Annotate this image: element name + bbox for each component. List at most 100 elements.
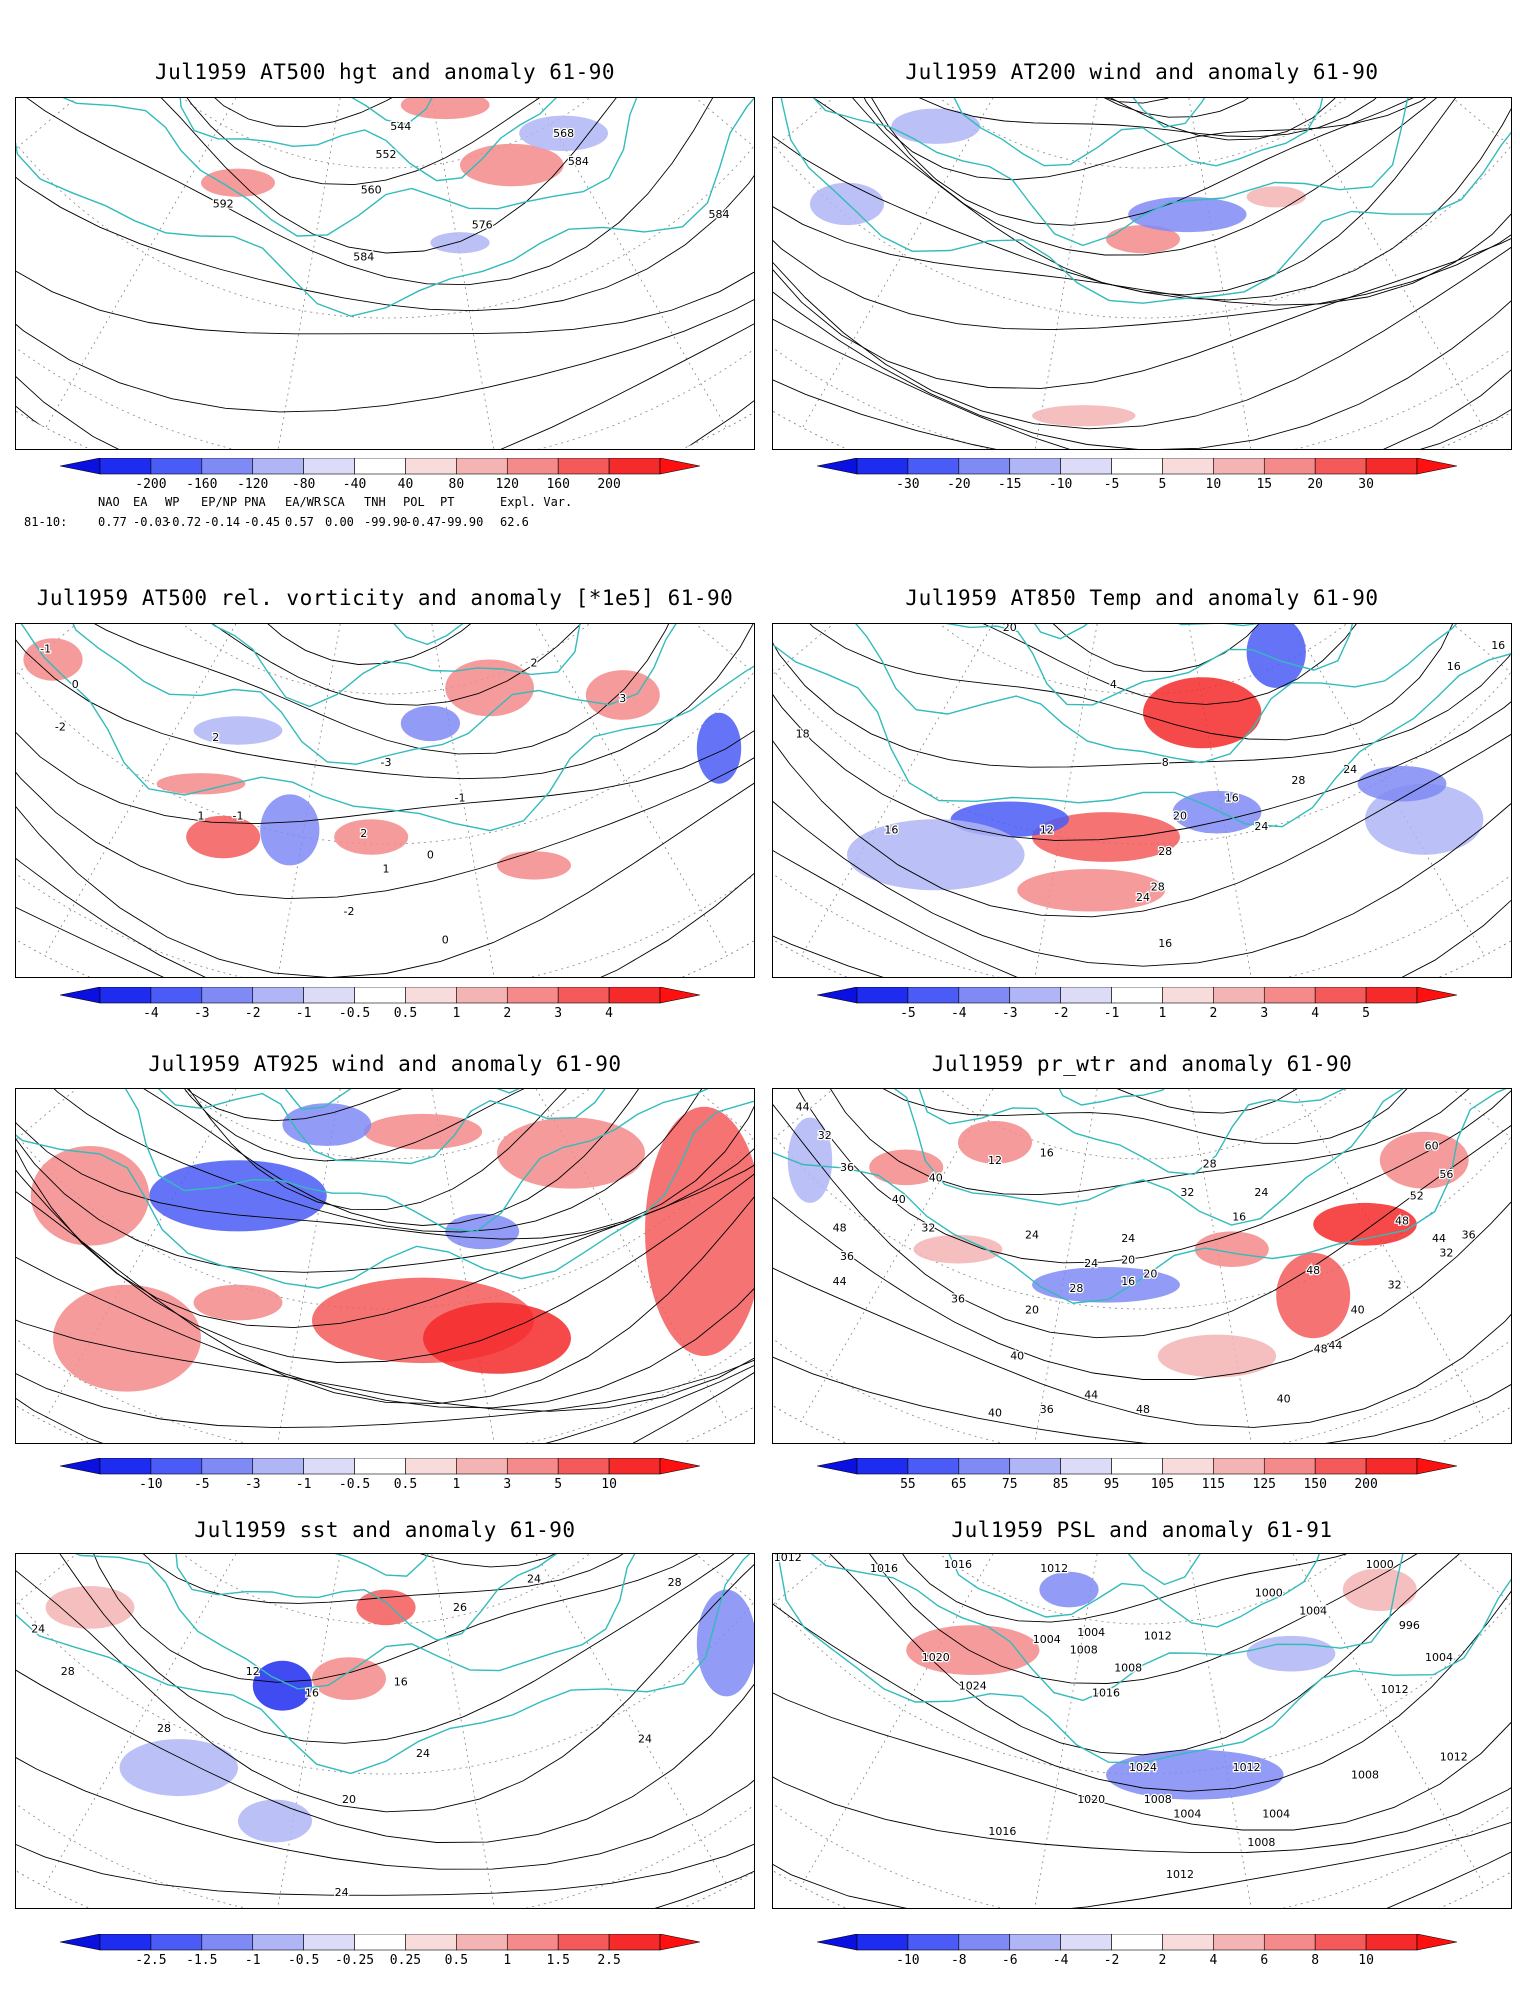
colorbar-swatch [856,1457,909,1475]
negative-anomaly [430,232,490,254]
contour-label: 20 [1121,1253,1135,1266]
contour-label: 20 [1143,1268,1157,1281]
contour-label: 28 [668,1576,682,1589]
contour-label: 1004 [1425,1651,1453,1664]
contour-label: 1008 [1070,1644,1098,1657]
contour-line [1117,1089,1298,1114]
contour-label: 16 [1040,1147,1054,1160]
colorbar-tick-label: 10 [1206,477,1222,492]
colorbar-swatch [1263,986,1316,1004]
colorbar-tick-label: -30 [896,477,919,492]
negative-anomaly [891,108,981,144]
colorbar-swatch [201,1933,254,1951]
tele-header: NAO [98,495,120,509]
colorbar-tick-label: 200 [1354,1477,1377,1492]
contour-label: 1016 [944,1558,972,1571]
contour-line [16,782,754,977]
colorbar-swatch [557,1457,610,1475]
contour-label: 1012 [1040,1562,1068,1575]
longitude-line [1034,98,1098,449]
coastline [953,98,1324,167]
positive-anomaly [423,1302,571,1374]
colorbar-tick-label: -0.5 [339,1006,370,1021]
colorbar-swatch [1365,457,1418,475]
contour-label: 1024 [1129,1761,1157,1774]
positive-anomaly [645,1106,754,1356]
contour-line [829,1554,1460,1756]
contour-line [16,757,754,900]
colorbar-swatch [1213,457,1265,475]
longitude-line [32,98,237,449]
negative-anomaly [445,1213,520,1250]
positive-anomaly [334,819,409,855]
positive-anomaly [193,1284,283,1321]
contour-label: 1000 [1366,1558,1394,1571]
contour-label: -1 [40,642,51,655]
contour-label: 48 [1136,1403,1150,1416]
streamline [773,108,1511,301]
contour-label: 24 [1084,1257,1098,1270]
longitude-line [789,98,994,449]
colorbar-swatch [201,986,254,1004]
contours [773,1554,1511,1908]
longitude-line [535,624,741,977]
contour-label: 584 [568,155,589,168]
colorbar-tick-label: -120 [237,477,268,492]
contour-label: 1 [198,809,205,822]
positive-anomaly [312,1657,386,1700]
coastline [285,1089,520,1110]
colorbar-tick-label: 80 [449,477,465,492]
colorbar-tick-label: -3 [245,1477,261,1492]
contour-label: 12 [1040,823,1054,836]
contour-label: 44 [796,1100,810,1113]
coastline [211,624,581,708]
positive-anomaly [1194,1231,1269,1267]
colorbar-tick-label: 10 [601,1477,617,1492]
colorbar-tick-label: 65 [951,1477,967,1492]
colorbar-tick-label: -1 [296,1477,312,1492]
negative-anomaly [1032,1267,1180,1303]
contour-label: 1004 [1173,1807,1201,1820]
colorbar-swatch [958,1457,1011,1475]
contour-label: 28 [1151,880,1165,893]
map-frame: 20 16 4 8 18 16 12 20 28 24 28 24 16 16 28 24 16 [772,623,1512,978]
teleconnection-table: NAO EA WP EP/NP PNA EA/WR SCA TNH POL PT Expl. Var… [20,495,720,535]
colorbar: 55 65 75 85 95 105 115 125 150 200 [816,1457,1458,1498]
streamline [16,1169,754,1363]
contour-label: 24 [1121,1232,1135,1245]
contour-label: 0 [72,678,79,691]
coastline [918,1089,1346,1176]
colorbar-max-arrow [1416,457,1458,475]
contour-label: 1020 [1077,1793,1105,1806]
longitude-line [431,1089,495,1443]
colorbar-tick-label: 4 [1311,1006,1319,1021]
positive-anomaly [445,659,534,717]
contour-label: 24 [416,1747,430,1760]
negative-anomaly [787,1117,833,1203]
colorbar-min-arrow [59,1457,101,1475]
negative-anomaly [519,115,608,151]
map-plot: 4432364048364440363228242016122024162420… [773,1089,1511,1443]
contour-label: -3 [381,756,392,769]
tele-value: 0.57 [285,515,314,529]
tele-value: -99.90 [440,515,484,529]
contour-label: 16 [305,1686,319,1699]
colorbar-swatch [1162,1457,1214,1475]
colorbar-swatch [99,1457,152,1475]
colorbar-swatch [1213,986,1265,1004]
anomaly-shading [787,1117,1469,1378]
colorbar-tick-label: 2.5 [597,1953,620,1968]
streamline [852,98,1438,256]
longitude-line [535,98,740,449]
colorbar-swatch [1314,986,1367,1004]
contour-line [214,98,393,128]
coastlines [773,1089,1507,1304]
contour-label: 592 [213,197,234,210]
colorbar-max-arrow [659,1457,701,1475]
contour-label: 1008 [1351,1768,1379,1781]
coastline [124,1089,709,1233]
longitude-line [1188,98,1252,449]
streamline [773,234,1511,331]
streamline [773,246,1511,430]
